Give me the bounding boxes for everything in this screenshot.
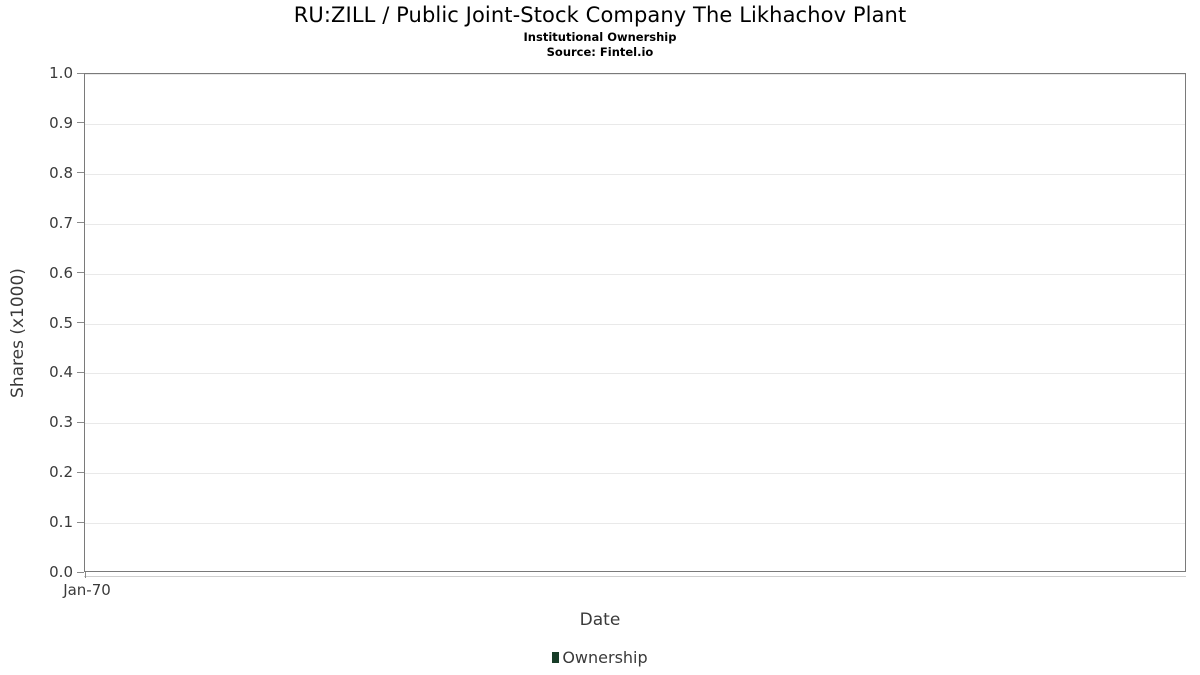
y-axis-tick-mark xyxy=(77,521,84,523)
y-axis-tick-label: 0.9 xyxy=(49,113,73,132)
y-axis-label: Shares (x1000) xyxy=(8,268,28,398)
y-axis-tick-mark xyxy=(77,421,84,423)
plot-area xyxy=(84,73,1186,572)
gridline xyxy=(85,423,1185,425)
y-axis-tick-label: 0.1 xyxy=(49,513,73,532)
x-axis-tick-label: Jan-70 xyxy=(63,581,111,599)
chart-header: RU:ZILL / Public Joint-Stock Company The… xyxy=(0,0,1200,60)
y-axis-tick-mark xyxy=(77,471,84,473)
y-axis: 0.0 0.1 0.2 0.3 0.4 0.5 0.6 0.7 0.8 0.9 1.0 xyxy=(0,0,84,675)
page-title: RU:ZILL / Public Joint-Stock Company The… xyxy=(293,3,907,27)
gridline xyxy=(85,373,1185,375)
y-axis-tick-mark xyxy=(77,122,84,124)
chart-subtitle: Institutional Ownership xyxy=(523,30,677,44)
x-axis-label: Date xyxy=(579,610,621,630)
y-axis-tick-label: 0.8 xyxy=(49,163,73,182)
y-axis-tick-mark xyxy=(77,371,84,373)
gridline xyxy=(85,223,1185,225)
y-axis-tick-mark xyxy=(77,72,84,74)
y-axis-tick-label: 0.2 xyxy=(49,463,73,482)
chart-legend: Ownership xyxy=(0,648,1200,667)
gridline xyxy=(85,523,1185,525)
y-axis-tick-label: 0.3 xyxy=(49,413,73,432)
y-axis-tick-mark xyxy=(77,172,84,174)
y-axis-tick-mark xyxy=(77,272,84,274)
x-axis-tick-mark xyxy=(85,572,86,578)
y-axis-tick-mark xyxy=(77,322,84,323)
secondary-axis-line xyxy=(84,576,1186,577)
y-axis-tick-label: 0.0 xyxy=(49,563,73,581)
legend-item[interactable]: Ownership xyxy=(552,648,648,667)
legend-item-label: Ownership xyxy=(562,648,648,667)
gridline xyxy=(85,123,1185,125)
plot-canvas xyxy=(85,74,1185,571)
chart-source-attribution: Source: Fintel.io xyxy=(546,45,654,59)
gridline xyxy=(85,473,1185,475)
y-axis-tick-label: 0.7 xyxy=(49,213,73,232)
y-axis-tick-label: 0.5 xyxy=(49,313,73,332)
gridline xyxy=(85,323,1185,325)
gridline xyxy=(85,74,1185,75)
y-axis-tick-mark xyxy=(77,222,84,224)
y-axis-tick-label: 0.4 xyxy=(49,363,73,382)
y-axis-tick-mark xyxy=(77,571,84,573)
y-axis-tick-label: 1.0 xyxy=(49,64,73,82)
legend-swatch-icon xyxy=(552,652,560,663)
gridline xyxy=(85,273,1185,275)
y-axis-tick-label: 0.6 xyxy=(49,263,73,282)
gridline xyxy=(85,173,1185,175)
